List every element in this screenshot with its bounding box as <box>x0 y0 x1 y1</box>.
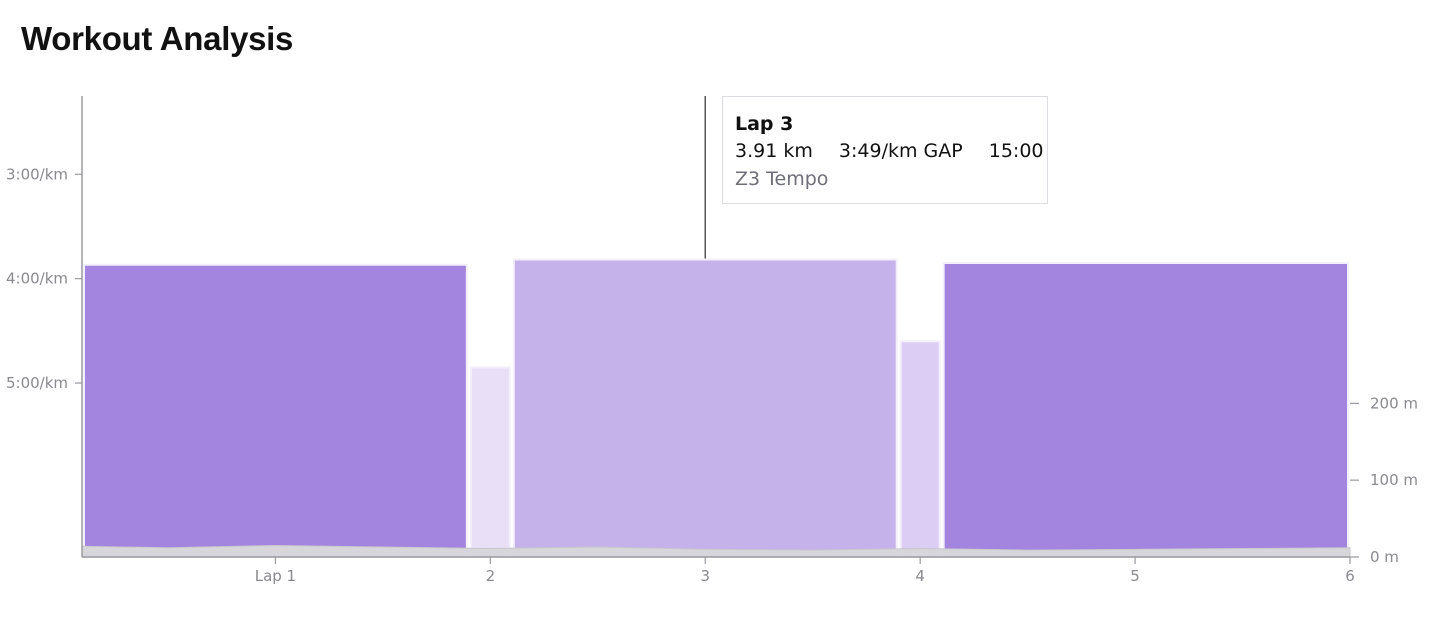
tooltip-stats: 3.91 km 3:49/km GAP 15:00 <box>735 137 1044 165</box>
x-tick-label: 5 <box>1130 567 1140 585</box>
x-tick-label: 3 <box>700 567 710 585</box>
elevation-area <box>81 544 1351 558</box>
axis-ticks: Lap 1 2 3 4 5 6 3:00/km 4:00/km 5:00/km 0 m 100 m 2… <box>6 165 1418 585</box>
y-left-tick-label: 4:00/km <box>6 270 68 288</box>
lap-bar-2 <box>469 366 511 558</box>
tooltip-zone: Z3 Tempo <box>735 168 829 190</box>
chart-axes <box>81 96 1350 558</box>
y-left-tick-label: 3:00/km <box>6 165 68 183</box>
x-tick-label: 6 <box>1345 567 1355 585</box>
x-tick-label: Lap 1 <box>255 567 296 585</box>
page-title: Workout Analysis <box>21 20 294 57</box>
y-right-tick-label: 0 m <box>1370 548 1399 566</box>
y-right-tick-label: 100 m <box>1370 471 1418 489</box>
lap-tooltip: Lap 3 3.91 km 3:49/km GAP 15:00 Z3 Tempo <box>722 96 1048 204</box>
x-tick-label: 2 <box>486 567 496 585</box>
tooltip-pace: 3:49/km GAP <box>838 140 963 162</box>
tooltip-time: 15:00 <box>988 140 1044 162</box>
y-right-tick-label: 200 m <box>1370 394 1418 412</box>
x-tick-label: 4 <box>915 567 925 585</box>
lap-bar-1 <box>83 263 468 558</box>
elevation-fill <box>81 544 1351 558</box>
lap-bar-5 <box>942 262 1349 558</box>
tooltip-lap-title: Lap 3 <box>735 113 794 135</box>
lap-bars <box>83 258 1349 559</box>
lap-bar-3 <box>512 258 898 558</box>
tooltip-distance: 3.91 km <box>735 140 813 162</box>
lap-bar-4 <box>899 340 941 559</box>
y-left-tick-label: 5:00/km <box>6 374 68 392</box>
